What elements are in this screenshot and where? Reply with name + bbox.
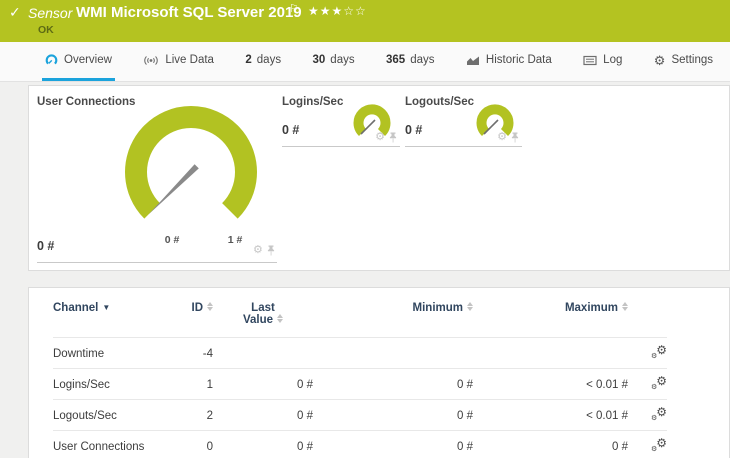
tab-label: Settings [671,54,713,66]
channel-last-value: 0 # [213,430,313,458]
channel-minimum [313,337,473,369]
channel-last-value [213,337,313,369]
logouts-sec-gauge [476,104,514,137]
table-row-user-connections[interactable]: User Connections 0 0 # 0 # 0 # ⚙ ⚙ [53,430,667,458]
channel-name[interactable]: User Connections [53,430,173,458]
gauge-title: Logouts/Sec [405,96,475,108]
channel-gear-icon[interactable]: ⚙ [253,244,263,256]
pin-icon[interactable] [267,245,275,256]
channel-maximum: < 0.01 # [473,368,628,400]
channel-settings-icon[interactable]: ⚙ ⚙ [651,436,667,453]
channel-id: 1 [173,368,213,400]
column-header-maximum[interactable]: Maximum [473,288,628,338]
column-header-minimum[interactable]: Minimum [313,288,473,338]
channel-settings-icon[interactable]: ⚙ ⚙ [651,374,667,391]
gauge-logins-sec[interactable]: Logins/Sec 0 # ⚙ [282,92,400,147]
tab-label: days [410,54,435,66]
sort-desc-icon: ▼ [102,303,111,313]
log-list-icon [583,55,597,65]
tab-number: 365 [386,54,406,66]
priority-stars[interactable]: ★★★☆☆ [308,4,367,18]
gauge-logouts-sec[interactable]: Logouts/Sec 0 # ⚙ [405,92,522,147]
sort-icon [622,302,628,312]
channel-gear-icon[interactable]: ⚙ [497,131,507,143]
channel-maximum [473,337,628,369]
tab-bar: Overview Live Data 2 days 30 days 365 da… [0,42,730,82]
sort-icon [277,314,284,324]
status-badge: OK [38,24,54,36]
channel-name[interactable]: Logouts/Sec [53,399,173,431]
channel-id: 2 [173,399,213,431]
tab-label: Historic Data [485,54,552,66]
sensor-type-label: Sensor [28,5,73,21]
sensor-header: ✓ Sensor WMI Microsoft SQL Server 2019 ⚐… [0,0,730,42]
channel-gear-icon[interactable]: ⚙ [375,131,385,143]
channel-settings-icon[interactable]: ⚙ ⚙ [651,343,667,360]
table-header-row: Channel ▼ ID Last Value Minimum Maximum [53,288,667,338]
tab-label: Overview [64,54,112,66]
channel-name[interactable]: Logins/Sec [53,368,173,400]
gauge-value: 0 # [37,239,55,253]
tab-log[interactable]: Log [580,42,625,81]
column-header-actions [628,288,667,338]
channel-minimum: 0 # [313,430,473,458]
channel-maximum: 0 # [473,430,628,458]
tab-30-days[interactable]: 30 days [310,42,358,81]
channel-last-value: 0 # [213,368,313,400]
tab-365-days[interactable]: 365 days [383,42,437,81]
tab-label: Log [603,54,623,66]
pin-icon[interactable] [511,132,519,143]
channel-minimum: 0 # [313,368,473,400]
channel-maximum: < 0.01 # [473,399,628,431]
channel-settings-icon[interactable]: ⚙ ⚙ [651,405,667,422]
tab-historic-data[interactable]: Historic Data [463,42,555,81]
gauge-value: 0 # [282,123,300,137]
table-row-logins-sec[interactable]: Logins/Sec 1 0 # 0 # < 0.01 # ⚙ ⚙ [53,368,667,400]
pin-icon[interactable] [389,132,397,143]
channel-last-value: 0 # [213,399,313,431]
status-ok-check-icon: ✓ [9,4,21,20]
sort-icon [467,302,473,312]
gauges-panel: User Connections 0 # 1 # 0 # ⚙ Logins/Se… [28,85,730,271]
gauge-value: 0 # [405,123,423,137]
gear-icon: ⚙ [653,52,666,68]
gauge-title: Logins/Sec [282,96,344,108]
broadcast-icon [144,55,159,65]
channels-table: Channel ▼ ID Last Value Minimum Maximum [53,288,667,458]
user-connections-gauge [125,106,257,219]
column-header-id[interactable]: ID [173,288,213,338]
gauge-icon [45,54,58,65]
tab-2-days[interactable]: 2 days [242,42,284,81]
tab-number: 2 [245,54,252,66]
tab-label: Live Data [165,54,214,66]
tab-settings[interactable]: ⚙ Settings [651,42,716,81]
area-chart-icon [466,56,479,65]
tab-overview[interactable]: Overview [42,42,115,81]
flag-icon[interactable]: ⚐ [289,3,299,15]
tab-label: days [330,54,355,66]
tab-label: days [256,54,282,66]
column-header-channel[interactable]: Channel ▼ [53,288,173,338]
column-header-last-value[interactable]: Last Value [213,288,313,338]
sort-icon [207,302,213,312]
sensor-title: WMI Microsoft SQL Server 2019 [76,4,302,21]
channel-minimum: 0 # [313,399,473,431]
gauge-scale-max: 1 # [227,234,243,246]
channel-id: 0 [173,430,213,458]
channels-table-panel: Channel ▼ ID Last Value Minimum Maximum [28,287,730,458]
channel-id: -4 [173,337,213,369]
tab-number: 30 [312,54,326,66]
channel-name[interactable]: Downtime [53,337,173,369]
logins-sec-gauge [353,104,391,137]
gauge-title: User Connections [37,96,136,108]
gauge-user-connections[interactable]: User Connections 0 # 1 # 0 # ⚙ [37,92,277,263]
gauge-scale-min: 0 # [164,234,180,246]
tab-live-data[interactable]: Live Data [140,42,217,81]
table-row-downtime[interactable]: Downtime -4 ⚙ ⚙ [53,337,667,369]
table-row-logouts-sec[interactable]: Logouts/Sec 2 0 # 0 # < 0.01 # ⚙ ⚙ [53,399,667,431]
